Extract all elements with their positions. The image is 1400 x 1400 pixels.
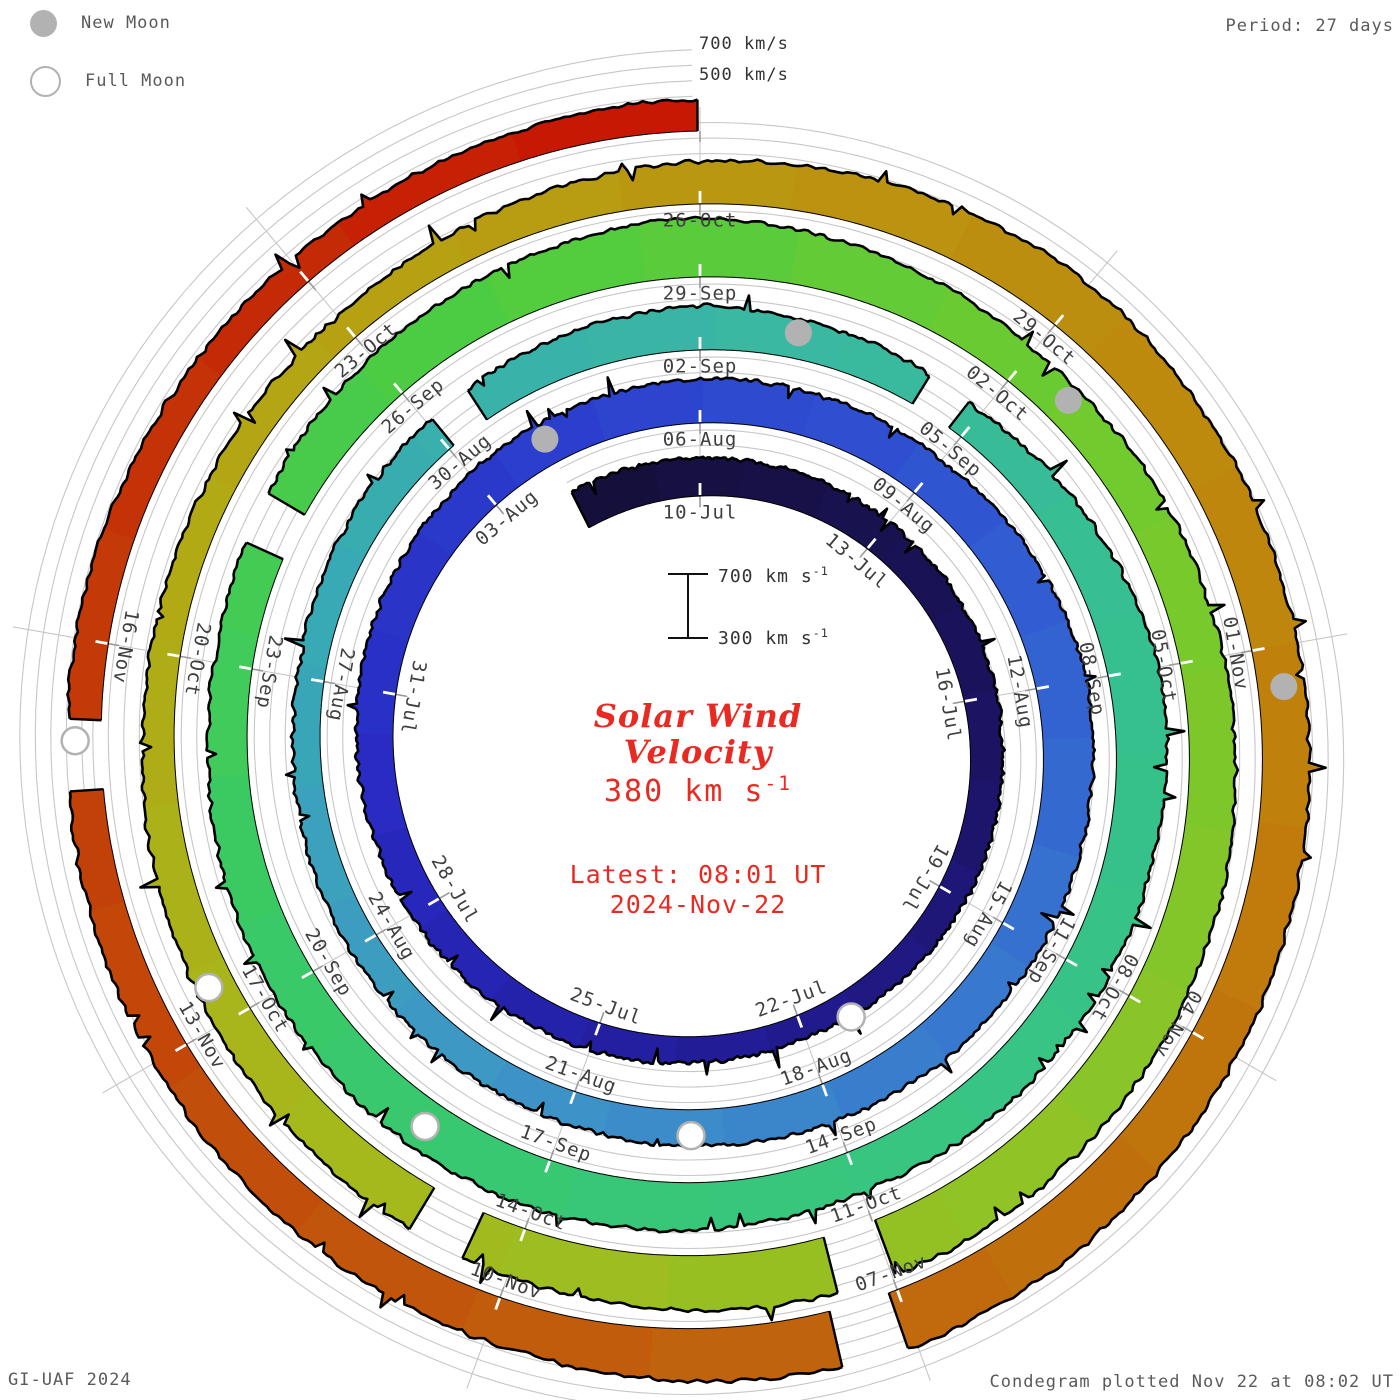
gridline-label-700: 700 km/s [699,34,789,54]
velocity-scale-bar [668,573,708,639]
full-moon-marker [194,972,224,1003]
full-moon-marker [410,1111,440,1142]
new-moon-label: New Moon [81,13,171,33]
scale-bar-bottom-label: 300 km s-1 [718,626,829,649]
spiral-date-label: 10-Jul [663,502,738,524]
spiral-date-label: 26-Oct [663,210,738,232]
title-line-2: Velocity [623,733,773,771]
latest-timestamp: Latest: 08:01 UT 2024-Nov-22 [468,860,928,920]
plotted-label: Condegram plotted Nov 22 at 08:02 UT [989,1372,1394,1392]
spiral-date-label: 23-Sep [252,633,287,710]
credit-label: GI-UAF 2024 [8,1370,132,1390]
new-moon-marker [1270,673,1298,701]
spiral-date-label: 16-Nov [108,608,143,685]
scale-bar-top-label: 700 km s-1 [718,564,829,587]
gridline-label-500: 500 km/s [699,65,789,85]
spiral-date-label: 31-Jul [396,659,431,736]
full-moon-marker [676,1120,706,1151]
period-label: Period: 27 days [1225,16,1394,36]
new-moon-icon [30,9,57,37]
new-moon-marker [1054,386,1082,414]
latest-date: 2024-Nov-22 [609,890,787,919]
new-moon-marker [784,319,812,347]
legend-item-new-moon: New Moon [30,6,186,40]
spiral-date-label: 27-Aug [324,646,359,723]
new-moon-marker [531,425,559,453]
full-moon-marker [836,1002,866,1032]
title-line-1: Solar Wind [593,697,803,735]
full-moon-icon [30,65,61,97]
full-moon-marker [60,725,90,756]
spiral-date-label: 02-Sep [663,356,738,378]
chart-title: Solar Wind Velocity [468,698,928,770]
spiral-date-label: 29-Sep [663,283,738,305]
full-moon-label: Full Moon [85,71,187,91]
latest-velocity-value: 380 km s-1 [604,772,792,809]
spiral-date-label: 06-Aug [663,429,738,451]
moon-legend: New Moon Full Moon [30,6,186,122]
legend-item-full-moon: Full Moon [30,64,186,98]
latest-time: Latest: 08:01 UT [569,860,827,889]
